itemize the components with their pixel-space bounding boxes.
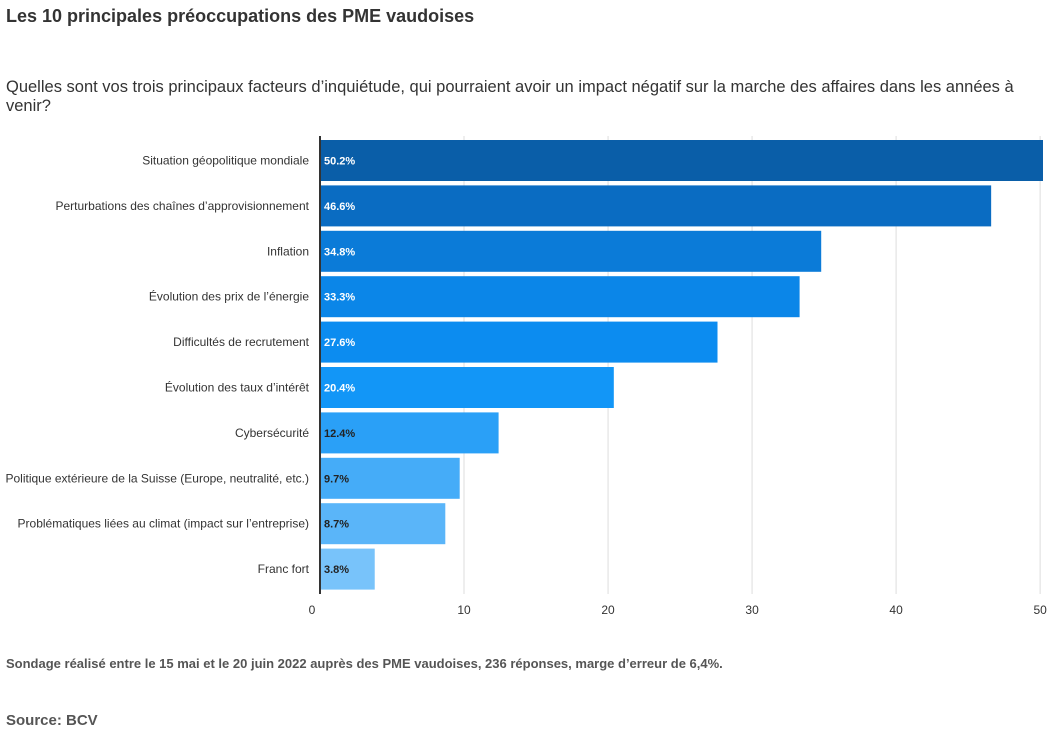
category-label: Problématiques liées au climat (impact s… (18, 517, 309, 531)
survey-footnote: Sondage réalisé entre le 15 mai et le 20… (6, 656, 723, 671)
value-label: 8.7% (324, 519, 349, 531)
bar (320, 140, 1043, 181)
bar (320, 276, 800, 318)
category-label: Évolution des taux d’intérêt (165, 380, 310, 395)
x-tick-label: 30 (745, 603, 759, 617)
bar (320, 230, 822, 272)
x-tick-label: 40 (889, 603, 903, 617)
value-label: 34.8% (324, 246, 355, 258)
chart-subtitle: Quelles sont vos trois principaux facteu… (6, 78, 1014, 115)
x-axis-ticks: 0 10 20 30 40 50 (309, 603, 1047, 617)
value-label: 12.4% (324, 428, 355, 440)
x-tick-label: 20 (601, 603, 615, 617)
category-label: Cybersécurité (235, 426, 309, 440)
source-label: Source: BCV (6, 712, 98, 729)
category-label: Franc fort (258, 562, 310, 576)
category-label: Difficultés de recrutement (173, 335, 310, 349)
category-label: Inflation (267, 244, 309, 258)
value-label: 50.2% (324, 156, 355, 168)
category-label: Évolution des prix de l’énergie (149, 289, 309, 304)
category-label: Situation géopolitique mondiale (142, 154, 309, 168)
value-label: 3.8% (324, 564, 349, 576)
value-label: 46.6% (324, 201, 355, 213)
bar (320, 321, 718, 363)
value-label: 33.3% (324, 292, 355, 304)
x-tick-label: 0 (309, 603, 316, 617)
bar (320, 503, 446, 545)
bar (320, 367, 614, 408)
value-label: 9.7% (324, 473, 349, 485)
category-label: Politique extérieure de la Suisse (Europ… (6, 471, 310, 485)
category-label: Perturbations des chaînes d’approvisionn… (56, 199, 310, 213)
bars: 50.2% 46.6% 34.8% 33.3% 27.6% 20.4% 12.4% 9.7% 8… (320, 140, 1043, 590)
x-tick-label: 50 (1033, 603, 1047, 617)
chart-title: Les 10 principales préoccupations des PM… (6, 6, 475, 26)
category-labels: Situation géopolitique mondiale Perturbat… (6, 154, 310, 577)
value-label: 27.6% (324, 337, 355, 349)
value-label: 20.4% (324, 383, 355, 395)
bar (320, 548, 375, 590)
bar-chart: 50.2% 46.6% 34.8% 33.3% 27.6% 20.4% 12.4% 9.7% 8… (6, 136, 1047, 617)
x-tick-label: 10 (457, 603, 471, 617)
bar (320, 457, 460, 499)
bar (320, 412, 499, 454)
bar (320, 185, 992, 227)
